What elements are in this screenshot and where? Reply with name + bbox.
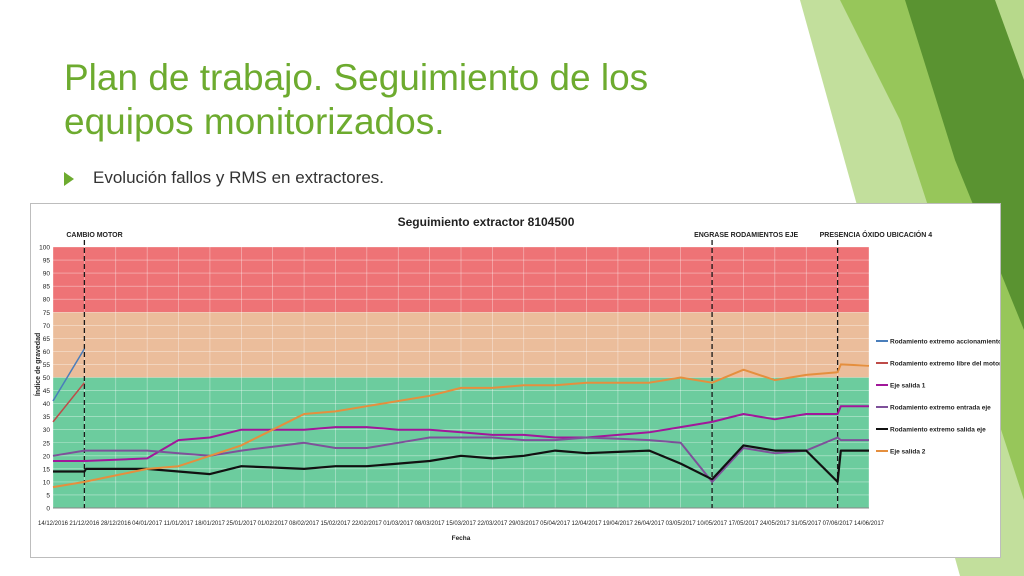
x-tick-label: 26/04/2017	[634, 521, 665, 527]
x-tick-label: 28/12/2016	[101, 521, 132, 527]
x-tick-label: 31/05/2017	[791, 521, 822, 527]
event-label: CAMBIO MOTOR	[66, 232, 122, 239]
y-tick-label: 45	[43, 388, 51, 395]
series-line-1	[52, 348, 86, 402]
x-tick-label: 08/03/2017	[415, 521, 446, 527]
x-tick-label: 10/05/2017	[697, 521, 728, 527]
x-tick-label: 15/03/2017	[446, 521, 477, 527]
legend-item: Eje salida 2	[890, 449, 926, 456]
line-chart: Seguimiento extractor 8104500 0 5 10 15 20 25 3…	[33, 215, 1000, 542]
y-tick-label: 65	[43, 336, 51, 343]
series-line-4	[52, 436, 869, 483]
y-tick-label: 40	[43, 401, 51, 408]
y-tick-label: 95	[43, 258, 51, 265]
x-tick-label: 11/01/2017	[164, 521, 194, 527]
legend-item: Rodamiento extremo accionamiento motor	[890, 339, 1000, 346]
x-tick-label: 17/05/2017	[728, 521, 759, 527]
x-tick-label: 05/04/2017	[540, 521, 571, 527]
event-label: PRESENCIA ÓXIDO UBICACIÓN 4	[820, 230, 933, 239]
y-axis-label: Índice de gravedad	[33, 333, 42, 396]
series-line-2	[52, 382, 85, 423]
y-tick-label: 30	[43, 427, 51, 434]
x-tick-label: 01/02/2017	[258, 521, 289, 527]
y-tick-label: 35	[43, 414, 51, 421]
y-tick-label: 80	[43, 297, 51, 304]
x-tick-label: 19/04/2017	[603, 521, 634, 527]
event-label: ENGRASE RODAMIENTOS EJE	[694, 232, 798, 239]
x-tick-label: 08/02/2017	[289, 521, 320, 527]
y-tick-label: 75	[43, 310, 51, 317]
series-line-6	[52, 363, 870, 489]
y-tick-label: 60	[43, 349, 51, 356]
x-tick-label: 15/02/2017	[320, 521, 351, 527]
x-tick-label: 01/03/2017	[383, 521, 414, 527]
legend-item: Rodamiento extremo entrada eje	[890, 405, 991, 412]
y-tick-label: 15	[43, 466, 51, 473]
bullet-arrow-icon	[64, 172, 74, 186]
x-axis-label: Fecha	[452, 535, 471, 542]
x-tick-label: 24/05/2017	[760, 521, 791, 527]
legend-item: Rodamiento extremo libre del motor	[890, 361, 1000, 368]
y-tick-label: 5	[46, 492, 50, 499]
legend-item: Eje salida 1	[890, 383, 926, 390]
decor-facet-edge	[995, 0, 1024, 80]
x-tick-label: 04/01/2017	[132, 521, 163, 527]
y-tick-label: 55	[43, 362, 51, 369]
x-tick-label: 18/01/2017	[195, 521, 226, 527]
y-tick-label: 100	[39, 245, 50, 252]
y-tick-label: 20	[43, 453, 51, 460]
x-tick-label: 25/01/2017	[226, 521, 257, 527]
x-tick-label: 21/12/2016	[69, 521, 100, 527]
y-tick-label: 85	[43, 284, 51, 291]
y-tick-label: 70	[43, 323, 51, 330]
series-line-3	[53, 405, 869, 462]
chart-title: Seguimiento extractor 8104500	[398, 215, 575, 229]
y-tick-label: 25	[43, 440, 51, 447]
bullet-text: Evolución fallos y RMS en extractores.	[93, 168, 385, 187]
chart-container: Seguimiento extractor 8104500 0 5 10 15 20 25 3…	[30, 203, 1001, 558]
y-tick-label: 0	[46, 506, 50, 513]
x-tick-label: 07/06/2017	[823, 521, 854, 527]
x-tick-label: 03/05/2017	[666, 521, 697, 527]
legend-item: Rodamiento extremo salida eje	[890, 427, 986, 434]
y-tick-label: 10	[43, 479, 51, 486]
x-tick-label: 14/12/2016	[38, 521, 69, 527]
x-tick-label: 14/06/2017	[854, 521, 885, 527]
x-tick-label: 22/03/2017	[477, 521, 508, 527]
y-tick-label: 50	[43, 375, 51, 382]
series-line-5	[53, 444, 869, 483]
y-tick-label: 90	[43, 271, 51, 278]
x-tick-label: 12/04/2017	[572, 521, 603, 527]
x-tick-label: 29/03/2017	[509, 521, 540, 527]
slide-title: Plan de trabajo. Seguimiento de los equi…	[64, 57, 649, 142]
x-tick-label: 22/02/2017	[352, 521, 383, 527]
